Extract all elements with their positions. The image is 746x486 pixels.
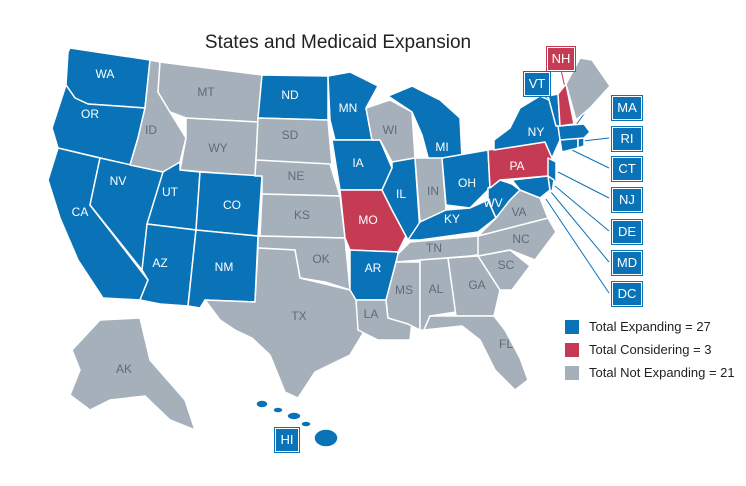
label-wv: WV [483, 196, 502, 210]
state-hi[interactable] [255, 399, 339, 448]
label-fl: FL [499, 337, 513, 351]
label-va: VA [511, 205, 526, 219]
tag-hi: HI [274, 427, 300, 453]
label-ne: NE [288, 169, 305, 183]
label-tn: TN [426, 241, 442, 255]
legend-item-considering: Total Considering = 3 [565, 338, 735, 361]
state-ri[interactable] [577, 137, 585, 149]
state-nj[interactable] [547, 157, 557, 183]
tag-md: MD [611, 250, 643, 276]
label-mt: MT [197, 85, 215, 99]
callout-line-de [554, 185, 610, 232]
label-sd: SD [282, 128, 299, 142]
label-pa: PA [509, 159, 524, 173]
callout-line-nj [557, 171, 610, 199]
callout-line-dc [545, 198, 610, 294]
callout-line-ri [582, 137, 610, 142]
state-fl[interactable] [423, 315, 529, 391]
tag-dc: DC [611, 281, 643, 307]
label-oh: OH [458, 176, 476, 190]
label-nv: NV [110, 174, 127, 188]
state-ak[interactable] [69, 317, 196, 431]
state-labels: WA OR CA NV UT AZ CO NM ND MN IA MO AR I… [72, 67, 545, 376]
label-il: IL [396, 187, 406, 201]
label-wi: WI [383, 123, 398, 137]
label-nc: NC [512, 232, 530, 246]
map-title: States and Medicaid Expansion [204, 32, 472, 53]
label-mn: MN [339, 101, 358, 115]
legend: Total Expanding = 27 Total Considering =… [565, 315, 735, 384]
tag-ri: RI [611, 126, 643, 152]
legend-item-expanding: Total Expanding = 27 [565, 315, 735, 338]
legend-swatch-considering [565, 342, 579, 357]
states-layer [47, 47, 611, 448]
label-mi: MI [435, 140, 448, 154]
label-mo: MO [358, 213, 377, 227]
label-in: IN [427, 184, 439, 198]
tag-vt: VT [523, 71, 551, 97]
label-ks: KS [294, 208, 310, 222]
state-wv[interactable] [487, 179, 521, 219]
label-az: AZ [152, 256, 167, 270]
legend-swatch-expanding [565, 319, 579, 334]
label-id: ID [145, 123, 157, 137]
label-sc: SC [498, 258, 515, 272]
state-de[interactable] [547, 175, 555, 193]
label-ms: MS [395, 283, 413, 297]
legend-label-not-expanding: Total Not Expanding = 21 [589, 365, 735, 380]
label-al: AL [429, 282, 444, 296]
tag-de: DE [611, 219, 643, 245]
callout-line-ct [571, 149, 610, 169]
state-sd[interactable] [255, 117, 333, 166]
label-ak: AK [116, 362, 132, 376]
label-ga: GA [468, 278, 485, 292]
label-wy: WY [208, 141, 227, 155]
state-ma[interactable] [557, 123, 591, 141]
callout-line-md [550, 191, 610, 263]
legend-label-considering: Total Considering = 3 [589, 342, 712, 357]
tag-nj: NJ [611, 187, 643, 213]
legend-label-expanding: Total Expanding = 27 [589, 319, 711, 334]
label-ca: CA [72, 205, 89, 219]
state-az[interactable] [139, 223, 197, 307]
label-nm: NM [215, 260, 234, 274]
state-tx[interactable] [204, 247, 366, 399]
label-ar: AR [365, 261, 382, 275]
label-la: LA [364, 307, 379, 321]
legend-swatch-not-expanding [565, 365, 579, 380]
state-nh[interactable] [557, 83, 575, 127]
tag-ma: MA [611, 95, 643, 121]
state-md[interactable] [511, 175, 551, 199]
label-tx: TX [291, 309, 306, 323]
tag-ct: CT [611, 156, 643, 182]
state-oh[interactable] [441, 149, 491, 209]
label-co: CO [223, 198, 241, 212]
state-me[interactable] [565, 57, 611, 121]
label-ia: IA [352, 156, 363, 170]
legend-item-not-expanding: Total Not Expanding = 21 [565, 361, 735, 384]
label-wa: WA [96, 67, 115, 81]
label-or: OR [81, 107, 99, 121]
tag-nh: NH [546, 46, 576, 72]
label-ok: OK [312, 252, 329, 266]
label-nd: ND [281, 88, 299, 102]
label-ut: UT [162, 185, 179, 199]
label-ky: KY [444, 212, 460, 226]
label-ny: NY [528, 125, 545, 139]
